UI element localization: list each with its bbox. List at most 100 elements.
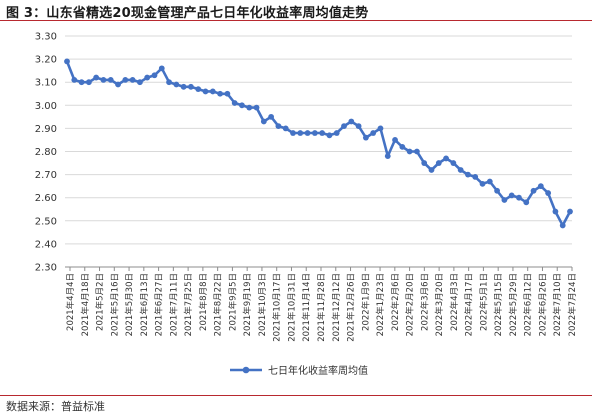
data-point — [253, 104, 260, 111]
x-tick-label: 2022年1月9日 — [360, 273, 371, 331]
data-point — [457, 167, 464, 173]
y-tick-label: 2.40 — [35, 239, 57, 250]
series-line — [65, 60, 572, 227]
data-point — [494, 187, 501, 194]
data-point — [377, 125, 384, 132]
data-point — [311, 130, 318, 136]
data-point — [209, 88, 216, 95]
data-point — [319, 130, 326, 136]
data-point — [508, 192, 515, 199]
data-point — [472, 174, 479, 180]
x-tick-label: 2022年6月26日 — [537, 273, 548, 336]
x-tick-label: 2022年5月29日 — [508, 273, 519, 336]
data-point — [501, 197, 508, 203]
data-point — [435, 160, 442, 166]
data-point — [180, 83, 187, 90]
grid-lines — [65, 35, 572, 268]
chart-title: 图 3：山东省精选20现金管理产品七日年化收益率周均值走势 — [6, 6, 369, 21]
x-tick-label: 2022年7月10日 — [552, 273, 563, 336]
data-point — [297, 130, 304, 136]
x-tick-label: 2021年8月8日 — [198, 273, 209, 331]
data-point — [516, 194, 522, 201]
legend-marker — [242, 366, 250, 374]
legend-label: 七日年化收益率周均值 — [268, 364, 368, 377]
x-axis: 2021年4月4日 2021年4月18日 2021年5月2日 2021年5月16日 20… — [65, 267, 578, 342]
data-point — [217, 90, 223, 97]
data-point — [188, 83, 194, 90]
x-tick-label: 2021年5月2日 — [95, 273, 106, 331]
y-tick-label: 2.60 — [35, 193, 57, 204]
data-point — [151, 72, 158, 79]
data-point — [523, 199, 530, 206]
y-tick-label: 2.90 — [35, 124, 57, 135]
data-point — [231, 100, 238, 106]
data-point — [202, 88, 209, 95]
data-point — [93, 74, 100, 81]
data-point — [224, 90, 231, 97]
y-tick-label: 3.10 — [35, 78, 57, 89]
x-tick-label: 2021年4月4日 — [65, 273, 76, 331]
x-tick-label: 2021年12月12日 — [331, 273, 342, 342]
data-point — [122, 76, 129, 83]
data-point — [158, 65, 165, 72]
source-note: 数据来源：普益标准 — [6, 400, 105, 413]
data-point — [268, 113, 275, 120]
x-tick-label: 2021年9月5日 — [227, 273, 238, 331]
data-point — [465, 171, 471, 178]
x-tick-label: 2021年12月26日 — [346, 273, 357, 342]
x-tick-label: 2021年10月3日 — [257, 273, 268, 336]
x-tick-label: 2022年6月12日 — [523, 273, 534, 336]
data-point — [384, 153, 391, 160]
data-point — [129, 76, 136, 83]
x-tick-label: 2021年7月25日 — [183, 273, 194, 336]
data-point — [450, 160, 457, 166]
x-tick-label: 2021年7月11日 — [168, 273, 179, 336]
data-point — [443, 155, 449, 162]
x-tick-label: 2021年5月30日 — [124, 273, 135, 336]
x-tick-label: 2021年11月14日 — [301, 273, 312, 342]
data-point — [107, 76, 114, 83]
x-tick-label: 2021年5月16日 — [109, 273, 120, 336]
data-point — [290, 130, 296, 136]
x-tick-label: 2021年11月28日 — [316, 273, 327, 342]
data-point — [166, 79, 172, 86]
data-point — [362, 134, 369, 141]
data-point — [326, 132, 333, 139]
data-point — [406, 148, 413, 155]
data-point — [144, 74, 151, 81]
data-point — [173, 81, 180, 88]
y-tick-label: 2.70 — [35, 170, 57, 181]
x-tick-label: 2021年10月17日 — [272, 273, 283, 342]
data-point — [333, 130, 340, 136]
x-tick-label: 2022年2月6日 — [390, 273, 401, 331]
data-point — [136, 79, 143, 86]
y-tick-label: 3.00 — [35, 101, 57, 112]
data-point — [239, 102, 245, 109]
legend: 七日年化收益率周均值 — [230, 364, 368, 377]
data-point — [282, 125, 289, 132]
y-axis: 3.30 3.20 3.10 3.00 2.90 2.80 2.70 2.60 2.50 2.40… — [35, 32, 572, 274]
data-point — [479, 180, 486, 187]
line-chart: 3.30 3.20 3.10 3.00 2.90 2.80 2.70 2.60 2.50 2.40… — [35, 32, 578, 378]
data-point — [559, 222, 566, 229]
data-point — [64, 58, 70, 65]
x-tick-label: 2022年4月3日 — [449, 273, 460, 331]
data-point — [355, 123, 362, 129]
data-point — [428, 167, 435, 173]
x-tick-label: 2022年2月20日 — [405, 273, 416, 336]
data-point — [275, 123, 282, 129]
x-tick-label: 2022年3月6日 — [419, 273, 430, 331]
y-tick-label: 2.30 — [35, 263, 57, 274]
x-tick-label: 2022年1月23日 — [375, 273, 386, 336]
x-tick-label: 2022年5月15日 — [493, 273, 504, 336]
data-point — [85, 79, 92, 86]
x-tick-label: 2021年6月27日 — [154, 273, 165, 336]
data-point — [71, 76, 78, 83]
x-tick-label: 2021年8月22日 — [213, 273, 224, 336]
data-point — [392, 137, 398, 143]
data-point — [304, 130, 311, 136]
data-point — [348, 118, 355, 125]
x-tick-label: 2021年9月19日 — [242, 273, 253, 336]
x-tick-label: 2022年5月1日 — [478, 273, 489, 331]
title-divider — [0, 20, 592, 21]
